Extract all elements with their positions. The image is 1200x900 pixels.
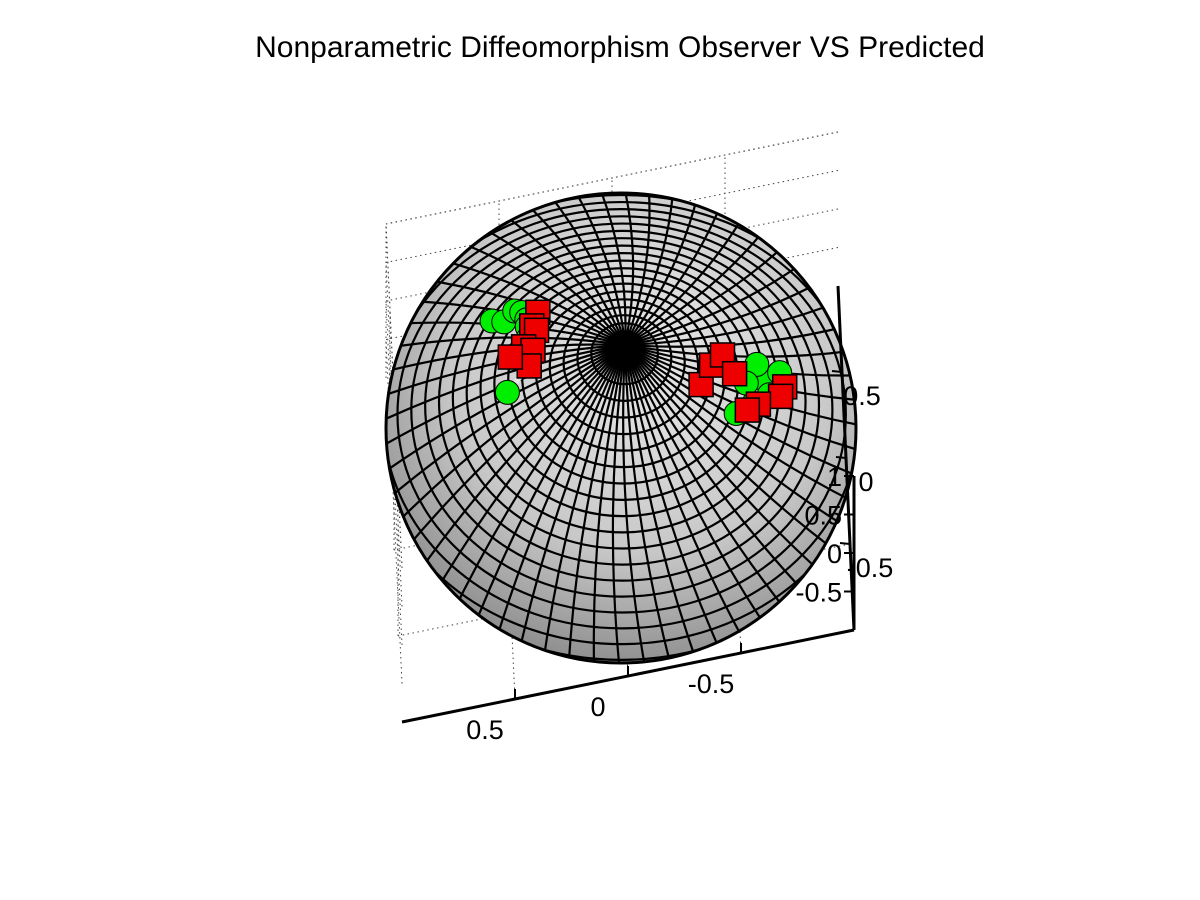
sphere-meridian: [541, 344, 627, 663]
sphere-meridian: [449, 344, 626, 618]
sphere-meridian: [624, 206, 750, 346]
sphere-meridian: [624, 277, 828, 347]
sphere-meridian: [386, 336, 626, 351]
sphere-meridian: [623, 344, 793, 619]
sphere-latitude: [424, 229, 821, 582]
sphere-meridian: [430, 344, 626, 600]
sphere-meridian: [399, 344, 626, 557]
sphere-meridian: [431, 256, 626, 346]
z-tick-label: -0.5: [795, 578, 842, 608]
sphere-meridian: [470, 344, 626, 635]
sphere-meridian: [624, 344, 812, 600]
sphere-meridian: [622, 344, 649, 663]
y-tick-label: 0: [590, 692, 605, 722]
sphere-latitude: [386, 193, 856, 661]
sphere-meridian: [624, 344, 843, 557]
sphere-meridian: [623, 344, 726, 662]
sphere-meridian: [470, 220, 626, 346]
sphere-meridian: [592, 344, 627, 663]
sphere-meridian: [386, 343, 626, 403]
sphere-meridian: [624, 256, 812, 347]
sphere-meridian: [386, 344, 626, 508]
sphere-meridian: [492, 344, 626, 650]
sphere-meridian: [624, 344, 856, 508]
sphere-meridian: [624, 344, 855, 533]
sphere-meridian: [611, 344, 627, 663]
grid-edge: [385, 131, 839, 225]
sphere-meridian: [624, 237, 793, 347]
observed-point: [494, 379, 520, 405]
x-tick: [835, 456, 847, 459]
sphere-meridian: [492, 206, 626, 346]
sphere-meridian: [623, 344, 676, 663]
predicted-point: [497, 344, 524, 370]
z-tick-label: 1: [827, 462, 842, 492]
sphere-meridian: [624, 299, 843, 347]
sphere-meridian: [386, 343, 626, 482]
x-tick-label: -0.5: [847, 553, 894, 583]
sphere-meridian: [623, 344, 750, 650]
x-tick: [831, 370, 843, 373]
sphere-latitude: [386, 208, 856, 630]
sphere-mesh: [386, 193, 856, 663]
predicted-point: [767, 383, 794, 410]
sphere-meridian: [624, 344, 829, 579]
sphere-meridian: [623, 344, 772, 635]
sphere-meridian: [386, 343, 626, 429]
x-tick: [839, 542, 851, 545]
sphere-meridian: [624, 323, 855, 348]
sphere-meridian: [566, 344, 627, 663]
sphere-meridian: [624, 221, 772, 346]
z-tick-label: 0: [827, 539, 842, 569]
sphere-latitude: [410, 222, 834, 598]
x-tick-label: 0.5: [843, 381, 881, 411]
predicted-point: [734, 397, 761, 423]
sphere-meridian: [413, 344, 626, 579]
chart-title: Nonparametric Diffeomorphism Observer VS…: [255, 31, 985, 64]
sphere-latitude: [437, 237, 807, 566]
sphere-meridian: [516, 344, 626, 662]
sphere-outline: [384, 191, 858, 665]
axes-box: 0.50-0.50.50-0.510.50-0.5: [401, 285, 894, 745]
data-series: [479, 298, 798, 427]
sphere-meridian: [449, 237, 626, 346]
y-tick-label: 0.5: [466, 715, 504, 745]
predicted-point: [721, 360, 748, 387]
x-tick-label: 0: [858, 467, 873, 497]
sphere-meridian: [623, 344, 701, 663]
y-tick-label: -0.5: [688, 669, 735, 699]
z-tick-label: 0.5: [804, 501, 842, 531]
sphere-latitude: [386, 200, 856, 646]
sphere-meridian: [387, 344, 626, 533]
